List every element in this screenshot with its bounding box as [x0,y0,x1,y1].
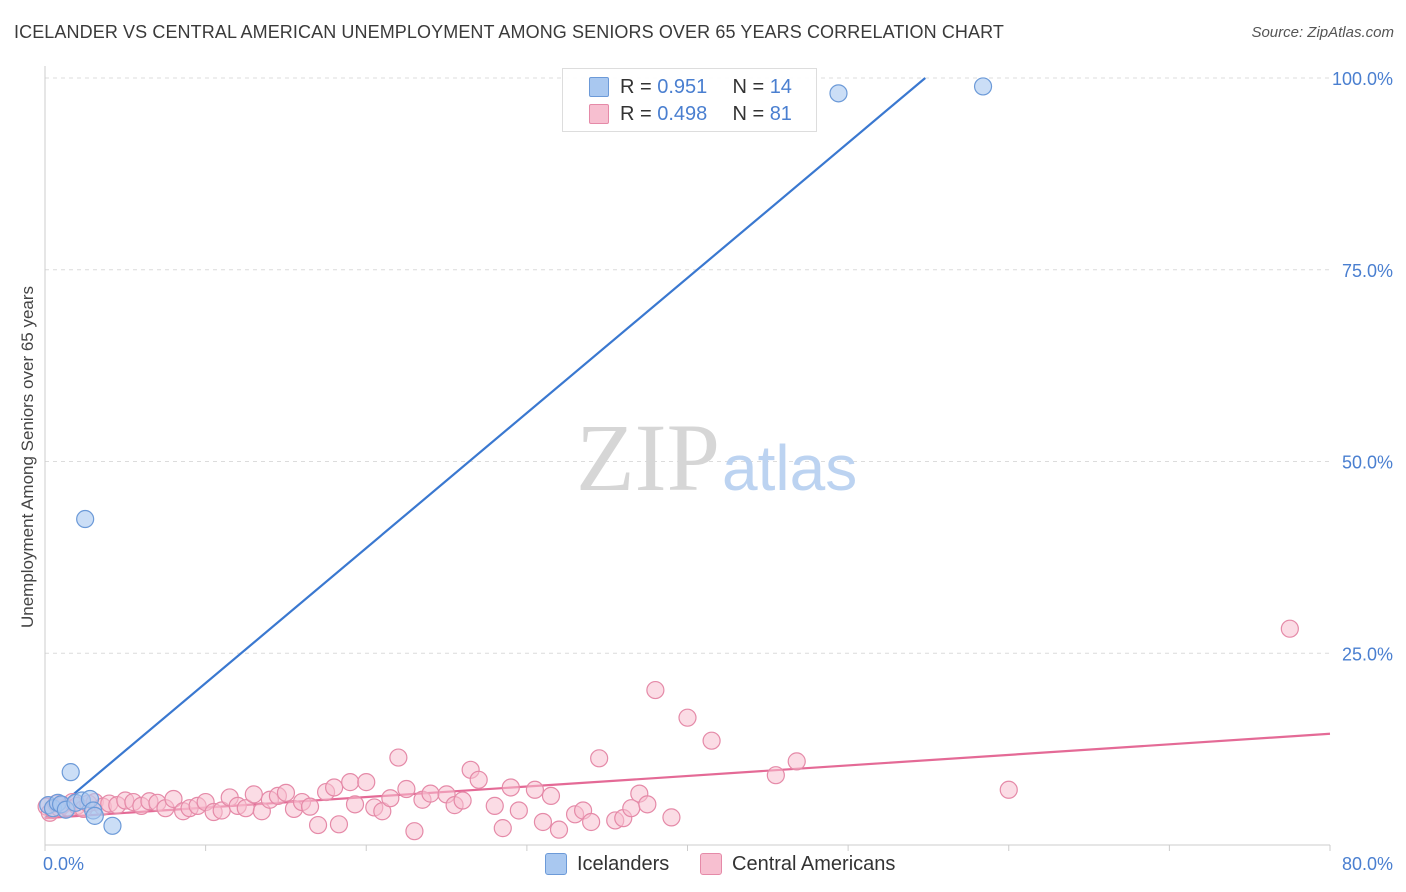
central-american-point [341,773,360,792]
bottom-legend-icelanders: Icelanders [545,851,669,877]
legend-r-value: 0.498 [657,102,708,125]
central-american-point [590,749,609,768]
legend-n-label: N = [732,102,765,125]
central-american-point [345,795,365,814]
central-american-point [357,773,376,792]
icelanders-trend-line [44,77,926,819]
central-american-point [308,815,328,835]
y-tick-label: 25.0% [1342,644,1393,664]
label-layer: 25.0% 50.0% 75.0% 100.0% 0.0% 80.0% [43,69,1393,874]
grid-layer [45,77,1330,654]
axis-layer [44,66,1331,851]
watermark-atlas: atlas [722,432,857,504]
central-american-point [381,789,400,808]
chart-title: ICELANDER VS CENTRAL AMERICAN UNEMPLOYME… [14,22,1005,42]
legend-r-label: R = [620,102,652,125]
icelander-point [973,77,993,96]
central-american-point [662,808,681,827]
y-tick-label: 50.0% [1342,453,1393,473]
legend-n-value: 14 [769,75,792,98]
legend-swatch-central-americans [589,104,609,124]
legend-r-value: 0.951 [657,75,708,98]
central-american-point [300,797,320,816]
central-american-point [541,786,561,806]
central-american-point [525,780,545,799]
bottom-legend-swatch-icelanders [545,853,567,875]
bottom-legend-swatch-central-americans [700,853,722,875]
icelander-point [76,509,95,529]
central-american-point [244,785,263,804]
icelander-point [85,806,104,825]
legend-n-label: N = [732,75,765,98]
bottom-legend-label-icelanders: Icelanders [577,852,670,875]
central-american-point [509,801,528,820]
central-american-point [999,780,1018,799]
icelander-point [103,816,122,835]
central-american-point [164,789,183,809]
watermark-zip: ZIP [576,404,720,511]
central-american-point [678,708,697,727]
central-american-point [582,812,601,832]
central-american-point [469,770,488,789]
central-american-point [389,748,408,767]
legend-swatch-icelanders [589,77,609,97]
y-tick-label: 100.0% [1332,69,1393,89]
central-american-point [329,815,349,834]
central-american-point [501,778,520,797]
legend-r-label: R = [620,75,652,98]
central-american-point [646,680,665,700]
central-american-point [493,819,512,838]
legend-stats-icelanders: R = 0.951 N = 14 [620,76,792,99]
central-american-point [638,795,657,814]
central-american-point [453,791,472,810]
points-layer [37,77,1299,841]
legend-box: R = 0.951 N = 14 R = 0.498 N = 81 [562,68,817,132]
central-american-point [373,802,392,821]
central-american-point [405,822,424,841]
y-tick-label: 75.0% [1342,261,1393,281]
source-label: Source: ZipAtlas.com [1251,24,1394,41]
legend-stats-central-americans: R = 0.498 N = 81 [620,103,792,126]
central-american-point [325,778,344,797]
icelander-point [829,84,848,103]
bottom-legend-label-central-americans: Central Americans [732,852,896,875]
x-tick-label-min: 0.0% [43,854,84,874]
legend-n-value: 81 [769,102,792,125]
bottom-legend-central-americans: Central Americans [700,851,895,877]
central-american-point [421,784,440,803]
icelander-point [61,763,80,782]
x-tick-label-max: 80.0% [1342,854,1393,874]
central-american-point [276,783,296,802]
central-american-point [549,820,569,839]
central-american-point [766,766,785,785]
central-american-point [1280,619,1299,638]
central-american-point [787,752,806,771]
central-american-point [485,796,504,815]
central-american-point [533,812,553,832]
central-american-point [702,731,721,750]
central-american-point [397,779,416,799]
